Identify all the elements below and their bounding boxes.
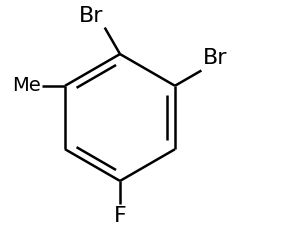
Text: Br: Br xyxy=(79,6,104,26)
Text: Br: Br xyxy=(203,48,227,68)
Text: F: F xyxy=(114,206,126,226)
Text: Me: Me xyxy=(12,76,40,95)
